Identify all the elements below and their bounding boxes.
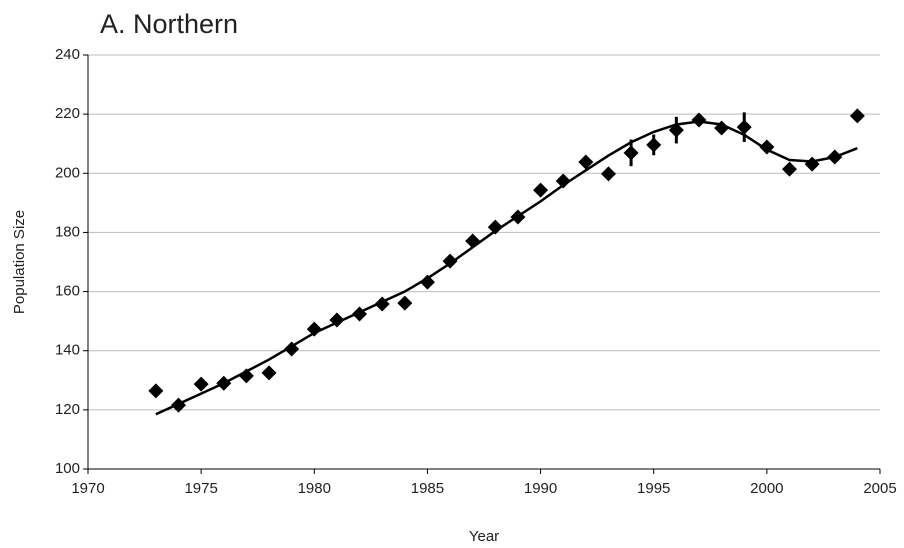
data-point bbox=[646, 137, 662, 153]
data-point bbox=[487, 219, 503, 235]
data-point bbox=[442, 253, 458, 269]
data-point bbox=[216, 375, 232, 391]
data-point bbox=[600, 166, 616, 182]
data-point bbox=[171, 397, 187, 413]
x-axis-label: Year bbox=[469, 528, 499, 545]
data-point bbox=[827, 149, 843, 165]
y-tick-label: 140 bbox=[55, 342, 80, 359]
data-point bbox=[238, 368, 254, 384]
data-point bbox=[284, 341, 300, 357]
fit-line bbox=[155, 120, 858, 416]
data-point bbox=[714, 120, 730, 136]
x-tick-label: 1980 bbox=[298, 480, 331, 497]
data-point bbox=[193, 376, 209, 392]
data-point bbox=[510, 209, 526, 225]
data-point bbox=[329, 312, 345, 328]
data-point bbox=[555, 173, 571, 189]
data-point bbox=[849, 108, 865, 124]
data-point bbox=[397, 295, 413, 311]
x-tick-label: 2005 bbox=[863, 480, 896, 497]
data-point bbox=[781, 161, 797, 177]
x-tick-label: 2000 bbox=[750, 480, 783, 497]
data-point bbox=[148, 383, 164, 399]
y-axis-label: Population Size bbox=[11, 210, 28, 314]
chart-title: A. Northern bbox=[100, 9, 238, 39]
y-tick-label: 240 bbox=[55, 46, 80, 63]
x-tick-label: 1970 bbox=[71, 480, 104, 497]
y-tick-label: 120 bbox=[55, 401, 80, 418]
data-point bbox=[465, 233, 481, 249]
y-tick-label: 180 bbox=[55, 223, 80, 240]
data-point bbox=[306, 321, 322, 337]
x-tick-label: 1990 bbox=[524, 480, 557, 497]
data-point bbox=[261, 365, 277, 381]
data-point bbox=[623, 145, 639, 161]
y-tick-label: 200 bbox=[55, 164, 80, 181]
x-tick-label: 1995 bbox=[637, 480, 670, 497]
y-tick-label: 220 bbox=[55, 105, 80, 122]
data-point bbox=[374, 296, 390, 312]
y-tick-label: 160 bbox=[55, 283, 80, 300]
y-tick-label: 100 bbox=[55, 460, 80, 477]
x-tick-label: 1975 bbox=[184, 480, 217, 497]
data-point bbox=[736, 119, 752, 135]
data-point bbox=[759, 139, 775, 155]
x-tick-label: 1985 bbox=[411, 480, 444, 497]
data-point bbox=[668, 122, 684, 138]
data-point bbox=[578, 154, 594, 170]
data-point bbox=[533, 182, 549, 198]
data-point bbox=[804, 156, 820, 172]
data-point bbox=[352, 306, 368, 322]
data-point bbox=[419, 274, 435, 290]
data-point bbox=[691, 112, 707, 128]
